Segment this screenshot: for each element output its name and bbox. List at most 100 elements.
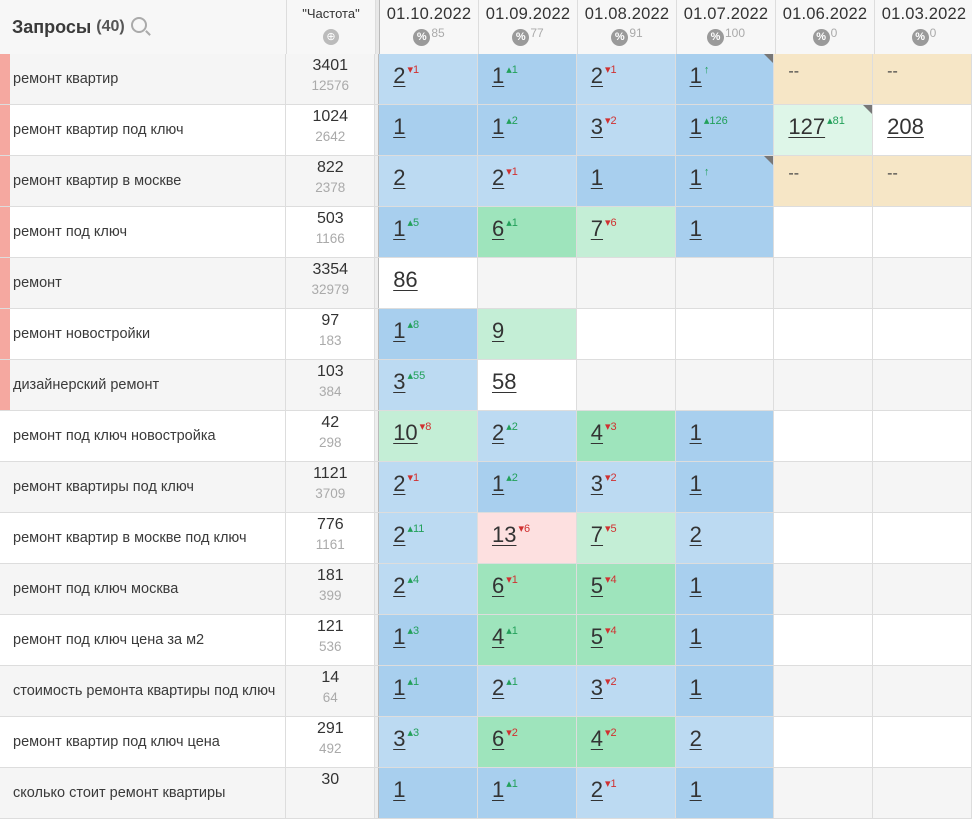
position-cell[interactable]: 1 ▴1	[477, 768, 577, 818]
position-value[interactable]: 3	[590, 675, 604, 700]
position-value[interactable]: 6	[491, 573, 505, 598]
search-icon[interactable]	[130, 17, 147, 33]
position-value[interactable]: 2	[491, 675, 505, 700]
position-value[interactable]: 208	[887, 114, 924, 139]
query-cell[interactable]: ремонт квартир под ключ	[0, 105, 287, 155]
position-value[interactable]: 1	[689, 573, 702, 598]
position-cell[interactable]: 1 ↑	[675, 156, 775, 206]
position-value[interactable]: 1	[689, 114, 702, 139]
position-cell[interactable]: 1	[675, 768, 775, 818]
position-value[interactable]: 3	[393, 369, 406, 394]
date-column-header[interactable]: 01.09.2022% 77	[479, 0, 578, 54]
percent-icon[interactable]: %	[812, 29, 830, 46]
position-cell[interactable]: 1	[379, 768, 478, 818]
position-value[interactable]: 1	[491, 114, 505, 139]
position-value[interactable]: 1	[590, 165, 604, 190]
position-cell[interactable]: 2 ▴2	[477, 411, 577, 461]
position-value[interactable]: 2	[491, 165, 505, 190]
position-value[interactable]: 4	[491, 624, 505, 649]
position-value[interactable]: 6	[491, 726, 505, 751]
position-value[interactable]: 2	[393, 522, 406, 547]
position-cell[interactable]: 6 ▴1	[477, 207, 577, 257]
position-value[interactable]: 2	[689, 522, 702, 547]
position-cell[interactable]: 2 ▴11	[379, 513, 478, 563]
percent-icon[interactable]: %	[911, 29, 929, 46]
query-cell[interactable]: дизайнерский ремонт	[0, 360, 287, 410]
position-cell[interactable]: 1 ▴3	[379, 615, 478, 665]
position-cell[interactable]: 3 ▴3	[379, 717, 478, 767]
position-cell[interactable]: 3 ▾2	[576, 105, 676, 155]
position-cell[interactable]: 2 ▾1	[379, 462, 478, 512]
position-cell[interactable]: 1	[379, 105, 478, 155]
position-cell[interactable]: 1 ↑	[675, 54, 775, 104]
position-cell[interactable]: 1 ▴1	[477, 54, 577, 104]
position-cell[interactable]: 1	[675, 615, 775, 665]
position-value[interactable]: 1	[393, 216, 406, 241]
position-value[interactable]: 7	[590, 216, 604, 241]
position-cell[interactable]: 58	[477, 360, 577, 410]
query-cell[interactable]: ремонт под ключ новостройка	[0, 411, 287, 461]
date-column-header[interactable]: 01.06.2022% 0	[776, 0, 875, 54]
date-column-header[interactable]: 01.07.2022% 100	[677, 0, 776, 54]
position-value[interactable]: 13	[491, 522, 517, 547]
position-value[interactable]: 3	[590, 114, 604, 139]
query-cell[interactable]: ремонт под ключ	[0, 207, 287, 257]
query-cell[interactable]: ремонт квартир под ключ цена	[0, 717, 287, 767]
position-value[interactable]: 6	[491, 216, 505, 241]
query-cell[interactable]: ремонт новостройки	[0, 309, 287, 359]
position-cell[interactable]: 1	[675, 411, 775, 461]
position-value[interactable]: 2	[689, 726, 702, 751]
position-value[interactable]: 1	[689, 471, 702, 496]
position-cell[interactable]: 3 ▴55	[379, 360, 478, 410]
position-value[interactable]: 1	[393, 114, 406, 139]
position-cell[interactable]: 1	[675, 564, 775, 614]
position-value[interactable]: 10	[393, 420, 418, 445]
position-cell[interactable]: 13 ▾6	[477, 513, 577, 563]
position-cell[interactable]: 1 ▴8	[379, 309, 478, 359]
query-cell[interactable]: ремонт	[0, 258, 287, 308]
position-value[interactable]: 4	[590, 726, 604, 751]
date-column-header[interactable]: 01.10.2022% 85	[380, 0, 479, 54]
position-value[interactable]: 86	[393, 267, 418, 292]
position-value[interactable]: 1	[393, 318, 406, 343]
position-cell[interactable]: 1 ▴2	[477, 105, 577, 155]
position-value[interactable]: 2	[590, 63, 604, 88]
position-cell[interactable]: 7 ▾5	[576, 513, 676, 563]
position-cell[interactable]: 127 ▴81	[774, 105, 874, 155]
position-value[interactable]: 3	[590, 471, 604, 496]
position-value[interactable]: 1	[393, 777, 406, 802]
position-value[interactable]: 58	[491, 369, 517, 394]
position-cell[interactable]: 1	[675, 666, 775, 716]
query-cell[interactable]: ремонт квартир в москве	[0, 156, 287, 206]
percent-icon[interactable]: %	[611, 29, 629, 46]
position-value[interactable]: 5	[590, 573, 604, 598]
position-cell[interactable]: 208	[873, 105, 972, 155]
query-cell[interactable]: ремонт квартир в москве под ключ	[0, 513, 287, 563]
query-cell[interactable]: ремонт под ключ цена за м2	[0, 615, 287, 665]
position-value[interactable]: 2	[393, 63, 406, 88]
position-cell[interactable]: 1	[576, 156, 676, 206]
position-cell[interactable]: 6 ▾2	[477, 717, 577, 767]
position-value[interactable]: 1	[689, 777, 702, 802]
position-cell[interactable]: 1	[675, 462, 775, 512]
position-cell[interactable]: 4 ▴1	[477, 615, 577, 665]
query-cell[interactable]: сколько стоит ремонт квартиры	[0, 768, 287, 818]
position-value[interactable]: 1	[689, 216, 702, 241]
queries-header[interactable]: Запросы (40)	[0, 0, 287, 54]
position-value[interactable]: 2	[393, 471, 406, 496]
position-cell[interactable]: 2 ▴1	[477, 666, 577, 716]
position-cell[interactable]: 5 ▾4	[576, 615, 676, 665]
position-cell[interactable]: 6 ▾1	[477, 564, 577, 614]
position-cell[interactable]: 1 ▴2	[477, 462, 577, 512]
position-cell[interactable]: 7 ▾6	[576, 207, 676, 257]
position-cell[interactable]: 5 ▾4	[576, 564, 676, 614]
position-value[interactable]: 3	[393, 726, 406, 751]
position-cell[interactable]: 86	[379, 258, 478, 308]
position-cell[interactable]: 2 ▾1	[576, 54, 676, 104]
position-value[interactable]: 127	[788, 114, 826, 139]
position-value[interactable]: 1	[689, 63, 702, 88]
position-value[interactable]: 1	[393, 675, 406, 700]
position-cell[interactable]: 1 ▴1	[379, 666, 478, 716]
position-value[interactable]: 2	[590, 777, 604, 802]
position-value[interactable]: 2	[393, 573, 406, 598]
